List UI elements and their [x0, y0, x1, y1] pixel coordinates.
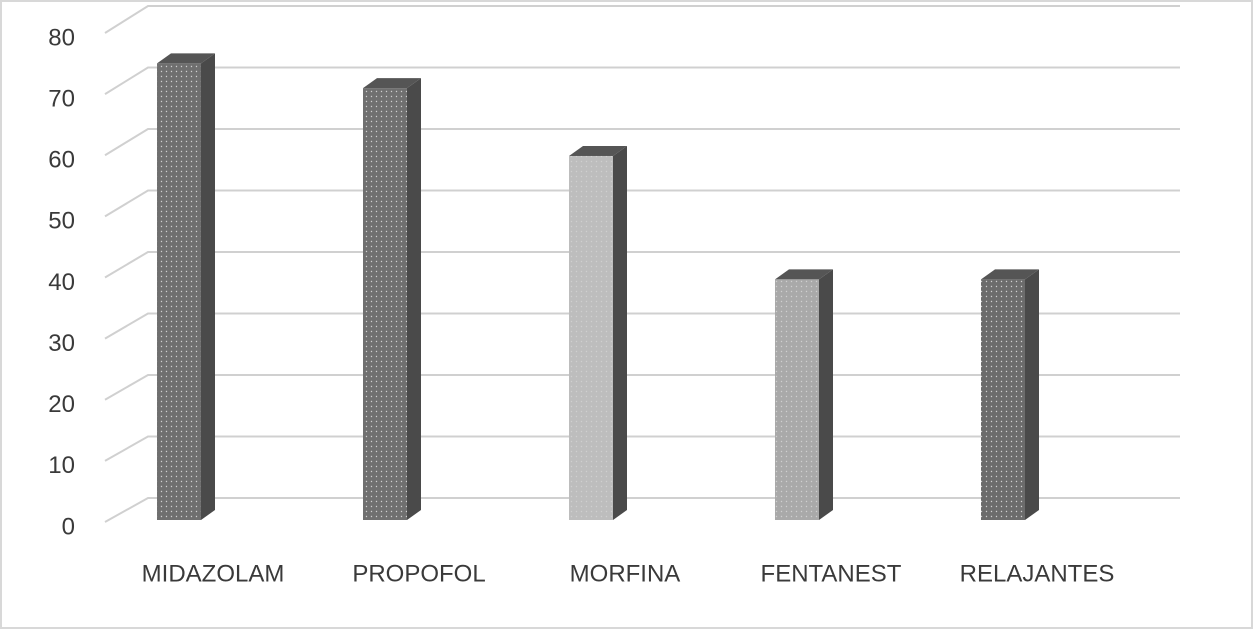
- bar-top: [981, 269, 1039, 280]
- bar-texture: [363, 88, 407, 520]
- bar-texture: [569, 155, 613, 520]
- bar: [157, 53, 215, 521]
- bar-side: [819, 269, 833, 520]
- y-tick-label: 10: [48, 452, 75, 479]
- y-tick-label: 0: [62, 513, 75, 540]
- y-tick-label: 30: [48, 330, 75, 357]
- bar-texture: [775, 279, 819, 520]
- bar: [775, 269, 833, 520]
- bar-top: [157, 53, 215, 64]
- grid-line: [104, 66, 1180, 95]
- y-tick-label: 40: [48, 269, 75, 296]
- x-tick-label: MIDAZOLAM: [142, 560, 285, 587]
- x-tick-label: PROPOFOL: [352, 560, 485, 587]
- y-tick-label: 60: [48, 147, 75, 174]
- grid-line: [104, 497, 1180, 523]
- bar-top: [775, 269, 833, 280]
- bar-side: [1025, 269, 1039, 520]
- bar-side: [613, 145, 627, 520]
- y-tick-label: 80: [48, 24, 75, 51]
- bar: [363, 78, 421, 520]
- bar-top: [363, 78, 421, 89]
- x-tick-label: MORFINA: [570, 560, 681, 587]
- bar-side: [201, 53, 215, 521]
- x-tick-label: RELAJANTES: [960, 560, 1115, 587]
- y-tick-label: 20: [48, 391, 75, 418]
- bar-side: [407, 78, 421, 520]
- bar-texture: [981, 279, 1025, 520]
- y-tick-label: 50: [48, 208, 75, 235]
- grid-line: [104, 5, 1180, 34]
- grid-line: [104, 312, 1180, 340]
- bar-top: [569, 145, 627, 156]
- bar: [569, 145, 627, 520]
- y-tick-label: 70: [48, 85, 75, 112]
- grid-line: [104, 374, 1180, 401]
- x-tick-label: FENTANEST: [761, 560, 902, 587]
- grid-line: [104, 189, 1180, 218]
- bar-texture: [157, 63, 201, 521]
- grid-line: [104, 435, 1180, 462]
- bar: [981, 269, 1039, 520]
- grid-line: [104, 251, 1180, 279]
- grid-line: [104, 128, 1180, 157]
